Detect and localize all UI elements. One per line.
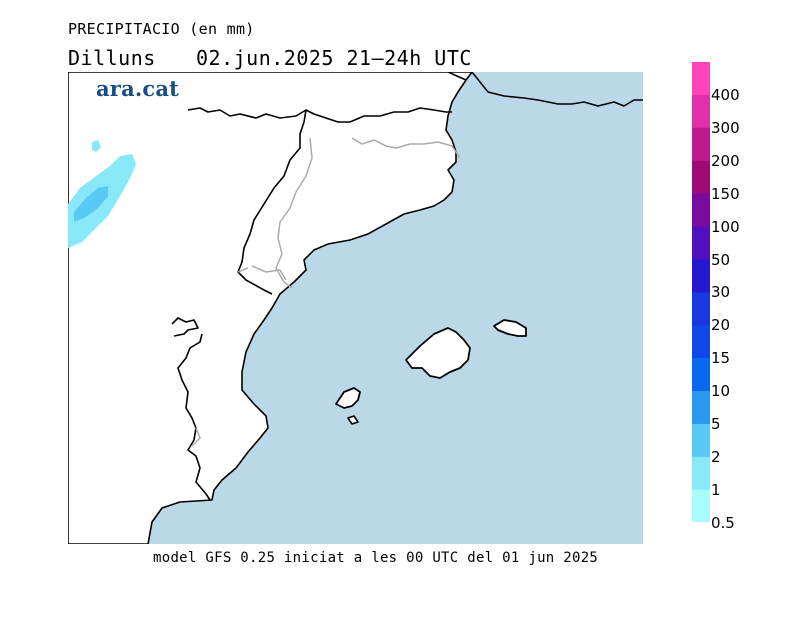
legend-swatch <box>692 160 710 195</box>
model-info: model GFS 0.25 iniciat a les 00 UTC del … <box>153 550 599 566</box>
legend-swatch <box>692 292 710 326</box>
legend-label: 1 <box>711 480 721 499</box>
chart-title: PRECIPITACIO (en mm) <box>68 20 255 38</box>
legend-label: 150 <box>711 184 740 203</box>
legend-swatch <box>692 193 710 228</box>
legend-label: 300 <box>711 118 740 137</box>
precipitation-map <box>68 72 643 544</box>
legend-label: 100 <box>711 217 740 236</box>
legend-swatch <box>692 127 710 162</box>
gulf-coast <box>471 72 643 107</box>
mallorca <box>405 327 471 379</box>
ara-cat-logo: ara.cat <box>96 76 180 101</box>
legend-colorbar <box>692 62 710 522</box>
forecast-datetime: 02.jun.2025 21–24h UTC <box>196 46 472 70</box>
legend-swatch <box>692 325 710 359</box>
legend-label: 50 <box>711 250 731 269</box>
legend-swatch <box>692 226 710 260</box>
ibiza <box>335 387 361 409</box>
legend-swatch <box>692 94 710 129</box>
legend-label: 15 <box>711 349 731 368</box>
legend-swatch <box>692 259 710 293</box>
forecast-time: Dilluns 02.jun.2025 21–24h UTC <box>68 46 472 70</box>
north-border <box>187 72 467 123</box>
valencia-border <box>171 317 211 501</box>
province-borders <box>237 137 461 289</box>
legend-swatch <box>692 391 710 425</box>
legend-label: 0.5 <box>711 513 735 532</box>
menorca <box>493 319 527 337</box>
legend-label: 2 <box>711 447 721 466</box>
precip-moderate <box>74 186 108 222</box>
forecast-day: Dilluns <box>68 46 156 70</box>
valencia-inner-border <box>191 427 201 447</box>
legend-swatch <box>692 489 710 522</box>
legend-label: 10 <box>711 382 731 401</box>
legend-label: 400 <box>711 86 740 104</box>
catalonia-border <box>237 109 307 295</box>
legend-swatch <box>692 62 710 96</box>
precip-spot <box>92 140 101 152</box>
legend-label: 30 <box>711 283 731 302</box>
legend-swatch <box>692 423 710 458</box>
legend-swatch <box>692 358 710 392</box>
formentera <box>347 415 359 425</box>
legend-swatch <box>692 456 710 491</box>
mainland <box>68 72 473 544</box>
legend-label: 20 <box>711 316 731 335</box>
legend-label: 5 <box>711 415 721 433</box>
legend-label: 200 <box>711 151 740 170</box>
